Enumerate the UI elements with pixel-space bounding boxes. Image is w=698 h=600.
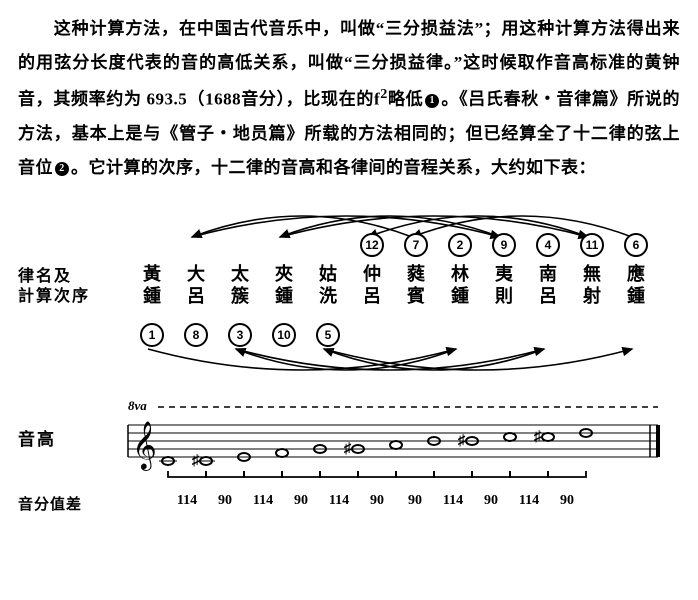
pitch-name: 夷則 <box>490 263 518 308</box>
pitch-name: 應鍾 <box>622 263 650 308</box>
cent-value: 114 <box>248 493 278 509</box>
cent-value: 90 <box>210 493 240 509</box>
order-circle: 6 <box>624 233 648 257</box>
order-circle: 12 <box>360 233 384 257</box>
row-label: 律名及計算次序 <box>18 267 108 309</box>
cent-value: 90 <box>362 493 392 509</box>
pitch-name: 蕤賓 <box>402 263 430 308</box>
svg-text:𝄞: 𝄞 <box>132 421 157 471</box>
order-circle: 2 <box>448 233 472 257</box>
cent-value: 114 <box>514 493 544 509</box>
pitch-name: 夾鍾 <box>270 263 298 308</box>
cent-value: 114 <box>172 493 202 509</box>
pitch-name: 南呂 <box>534 263 562 308</box>
cent-value: 90 <box>552 493 582 509</box>
pitch-name: 黃鍾 <box>138 263 166 308</box>
order-circle: 1 <box>140 323 164 347</box>
footnote-1: 1 <box>425 94 439 108</box>
cent-value: 114 <box>324 493 354 509</box>
cents-label: 音分值差 <box>18 493 82 514</box>
lv-order-diagram: 律名及計算次序 黃鍾 1 大呂 8 太簇 3 夾鍾 10 姑洗 5 仲呂 12 蕤賓 7 林鍾 2 夷則 9 南呂 4… <box>18 203 678 373</box>
cent-value: 90 <box>400 493 430 509</box>
pitch-name: 太簇 <box>226 263 254 308</box>
staff-block: 音高 8va𝄞♯♯♯♯ 音分值差 11490114901149090114901… <box>18 385 678 515</box>
cent-value: 114 <box>438 493 468 509</box>
staff-svg: 8va𝄞♯♯♯♯ <box>18 385 678 485</box>
pitch-name: 仲呂 <box>358 263 386 308</box>
cent-value: 90 <box>286 493 316 509</box>
footnote-2: 2 <box>55 162 69 176</box>
svg-text:♯: ♯ <box>458 433 466 449</box>
svg-text:♯: ♯ <box>344 441 352 457</box>
svg-text:8va: 8va <box>128 398 147 413</box>
order-circle: 10 <box>272 323 296 347</box>
pitch-name: 無射 <box>578 263 606 308</box>
order-circle: 7 <box>404 233 428 257</box>
order-circle: 5 <box>316 323 340 347</box>
pitch-name: 姑洗 <box>314 263 342 308</box>
pitch-name: 林鍾 <box>446 263 474 308</box>
order-circle: 9 <box>492 233 516 257</box>
svg-text:♯: ♯ <box>534 429 542 445</box>
order-circle: 4 <box>536 233 560 257</box>
order-circle: 3 <box>228 323 252 347</box>
order-circle: 11 <box>580 233 604 257</box>
order-circle: 8 <box>184 323 208 347</box>
main-paragraph: 这种计算方法，在中国古代音乐中，叫做“三分损益法”；用这种计算方法得出来的用弦分… <box>18 12 680 185</box>
cent-value: 90 <box>476 493 506 509</box>
pitch-name: 大呂 <box>182 263 210 308</box>
